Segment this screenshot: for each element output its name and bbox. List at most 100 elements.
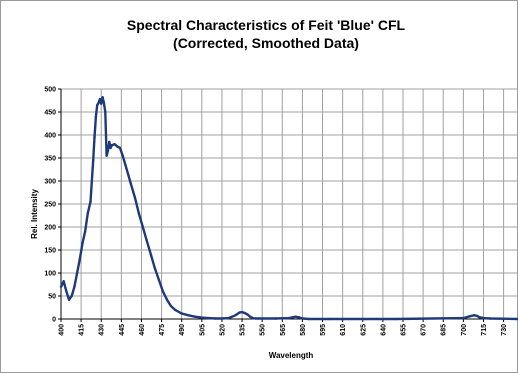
data-point [294,315,297,318]
data-point [100,102,103,105]
data-point [118,146,122,150]
data-point [102,101,106,105]
x-tick-label: 475 [159,324,166,336]
data-point [248,315,252,318]
data-point [157,278,161,282]
data-point [70,294,73,298]
data-point [515,317,518,321]
y-tick-label: 50 [48,294,56,301]
data-point [165,298,169,301]
data-point [86,212,90,215]
data-point [153,267,157,270]
data-point [89,200,92,203]
data-point [173,308,177,311]
x-axis-label: Wavelength [269,351,314,360]
y-tick-label: 500 [44,87,56,94]
x-tick-label: 505 [199,324,206,336]
plot-area: 0 50 100 150 200 250 300 350 400 450 500 400 415 430 4… [44,87,518,336]
y-tick-label: 400 [44,133,56,140]
data-point [489,317,492,320]
data-point [287,316,291,320]
data-point [254,317,257,320]
data-point [462,316,465,320]
data-point [468,315,472,318]
data-point [133,195,136,199]
data-point [234,314,237,317]
data-point [101,96,104,99]
data-point [75,271,79,275]
y-tick-label: 100 [44,271,56,278]
x-tick-label: 415 [79,324,86,336]
data-point [307,317,311,321]
data-point [200,316,203,319]
data-point [110,143,114,147]
x-tick-label: 730 [501,324,508,336]
data-point [104,110,107,114]
x-tick-label: 550 [260,324,267,336]
data-point [108,140,111,144]
x-tick-label: 490 [179,324,186,336]
data-point [67,298,71,301]
x-tick-label: 400 [59,324,66,336]
data-point [475,314,478,317]
data-point [395,317,398,321]
data-point [220,317,224,320]
y-tick-label: 200 [44,225,56,232]
data-point [73,285,76,288]
x-tick-label: 535 [240,324,247,336]
x-tick-label: 520 [219,324,226,336]
data-point [78,258,82,261]
x-tick-label: 445 [119,324,126,336]
data-point [62,280,65,283]
data-point [180,312,183,315]
data-point [207,316,210,320]
data-point [214,317,217,320]
data-point [109,146,112,150]
data-point [482,316,485,320]
data-point [129,182,132,185]
data-point [126,172,130,176]
data-point [169,304,173,308]
x-tick-label: 580 [300,324,307,336]
x-tick-label: 565 [280,324,287,336]
x-tick-label: 655 [401,324,408,336]
data-point [243,311,246,315]
data-point [59,285,63,288]
data-point [96,103,99,107]
data-point [105,154,108,157]
data-point [240,310,244,314]
data-point [65,290,68,293]
x-tick-label: 625 [360,324,367,336]
data-point [106,149,110,153]
x-tick-label: 700 [461,324,468,336]
y-tick-label: 300 [44,179,56,186]
data-point [98,97,102,101]
data-point [145,239,148,242]
data-point [93,136,96,139]
chart-title: Spectral Characteristics of Feit 'Blue' … [127,17,406,33]
data-point [238,311,241,314]
data-point [251,316,254,320]
data-point [298,316,301,319]
x-tick-label: 460 [139,324,146,336]
data-point [274,317,277,320]
data-point [246,313,249,316]
data-point [137,212,140,215]
data-point [83,230,87,233]
y-tick-label: 0 [52,317,56,324]
y-tick-label: 250 [44,202,56,209]
data-point [161,290,165,293]
chart-subtitle: (Corrected, Smoothed Data) [173,35,359,51]
x-tick-label: 640 [380,324,387,336]
data-point [94,115,98,118]
data-point [141,225,144,229]
x-tick-label: 595 [320,324,327,336]
data-point [149,253,153,256]
y-tick-label: 450 [44,110,56,117]
x-tick-label: 685 [441,324,448,336]
x-tick-label: 610 [340,324,347,336]
data-point [328,317,331,321]
x-tick-label: 670 [421,324,428,336]
y-axis-label: Rel. Intensity [30,189,39,239]
